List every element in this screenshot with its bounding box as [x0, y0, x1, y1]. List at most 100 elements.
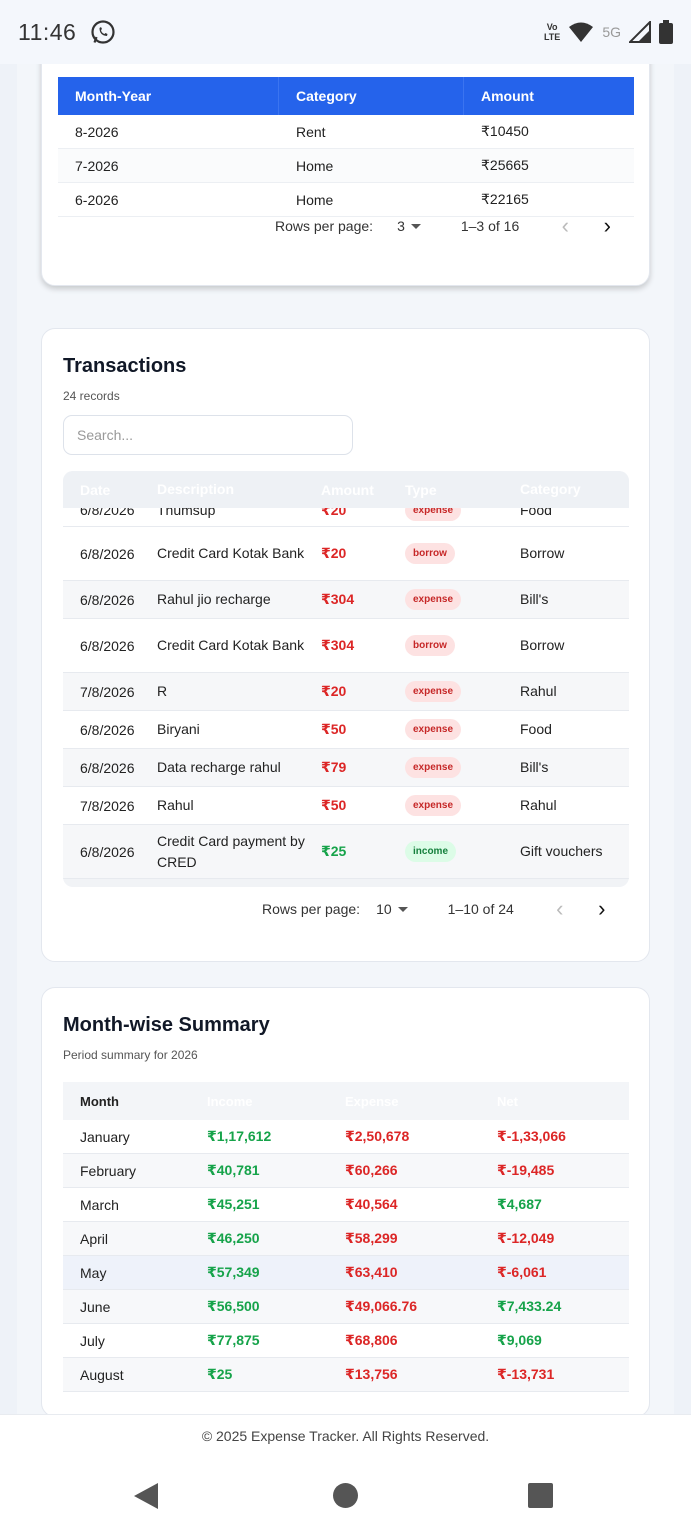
table-row: August ₹25 ₹13,756 ₹-13,731 [63, 1358, 629, 1392]
cell-category: Rahul [520, 683, 557, 699]
transactions-table: Date Description Amount Type Category 6/… [63, 471, 629, 887]
cell-category: Borrow [520, 545, 565, 561]
status-time: 11:46 [18, 18, 77, 45]
transactions-table-body: 6/8/2026 Thumsup ₹20 expense Food 6/8/20… [63, 494, 629, 879]
month-summary-table: Month Income Expense Net January ₹1,17,6… [63, 1082, 629, 1392]
cell-amount: ₹20 [321, 545, 347, 561]
col-amount[interactable]: Amount [481, 88, 534, 104]
prev-page-button[interactable]: ‹ [561, 213, 569, 238]
cell-category: Home [296, 191, 334, 208]
rows-per-page-label: Rows per page: [262, 901, 361, 917]
type-badge: expense [405, 757, 462, 778]
search-input[interactable] [63, 415, 353, 455]
pagination-range: 1–10 of 24 [447, 901, 514, 917]
cell-type: expense [405, 757, 520, 778]
cell-expense: ₹60,266 [345, 1162, 398, 1178]
table-row: 8-2026 Rent ₹10450 [58, 115, 634, 149]
month-summary-card: Month-wise Summary Period summary for 20… [41, 987, 650, 1414]
transactions-title: Transactions [63, 355, 187, 377]
rows-per-page-select[interactable]: 3 [397, 218, 421, 234]
cell-type: expense [405, 589, 520, 610]
col-income[interactable]: Income [207, 1093, 253, 1109]
cell-description: Data recharge rahul [157, 759, 281, 775]
cell-month: July [80, 1332, 105, 1349]
cell-description: Biryani [157, 721, 200, 737]
back-icon[interactable] [134, 1483, 158, 1509]
rows-per-page-select[interactable]: 10 [376, 901, 408, 917]
col-amount[interactable]: Amount [321, 481, 374, 498]
cell-amount: ₹50 [321, 797, 347, 813]
table-row: January ₹1,17,612 ₹2,50,678 ₹-1,33,066 [63, 1120, 629, 1154]
budget-table-header: Month-Year Category Amount [58, 77, 634, 115]
dropdown-caret-icon [397, 906, 408, 912]
cell-net: ₹9,069 [497, 1332, 542, 1348]
type-badge: expense [405, 719, 462, 740]
cell-category: Rent [296, 123, 326, 140]
cell-date: 7/8/2026 [80, 797, 135, 814]
cell-income: ₹57,349 [207, 1264, 260, 1280]
next-page-button[interactable]: › [598, 896, 606, 921]
cell-net: ₹-1,33,066 [497, 1128, 566, 1144]
cell-net: ₹-12,049 [497, 1230, 555, 1246]
status-icons: Vo LTE 5G [544, 20, 673, 44]
cell-type: expense [405, 795, 520, 816]
home-icon[interactable] [333, 1483, 358, 1508]
cell-description: Credit Card Kotak Bank [157, 545, 305, 561]
cell-income: ₹77,875 [207, 1332, 260, 1348]
app-content: Month-Year Category Amount 8-2026 Rent ₹… [17, 64, 674, 1414]
cell-month: August [80, 1366, 124, 1383]
table-row: 7-2026 Home ₹25665 [58, 149, 634, 183]
recent-apps-icon[interactable] [528, 1483, 553, 1508]
transactions-table-header: Date Description Amount Type Category [63, 471, 629, 508]
cell-expense: ₹40,564 [345, 1196, 398, 1212]
cell-description: Credit Card payment by CRED [157, 832, 305, 870]
cell-category: Borrow [520, 637, 565, 653]
cell-date: 6/8/2026 [80, 721, 135, 738]
cell-expense: ₹68,806 [345, 1332, 398, 1348]
cell-net: ₹-19,485 [497, 1162, 555, 1178]
footer: © 2025 Expense Tracker. All Rights Reser… [0, 1414, 691, 1456]
volte-icon: Vo LTE [543, 22, 561, 42]
col-month[interactable]: Month [80, 1093, 119, 1109]
col-description[interactable]: Description [157, 481, 235, 497]
cell-description: Credit Card Kotak Bank [157, 637, 305, 653]
rows-per-page-label: Rows per page: [275, 218, 374, 234]
cell-income: ₹40,781 [207, 1162, 260, 1178]
col-category[interactable]: Category [279, 77, 464, 115]
cell-amount: ₹10450 [481, 123, 529, 139]
col-date[interactable]: Date [80, 481, 111, 498]
table-row: 6-2026 Home ₹22165 [58, 183, 634, 217]
prev-page-button[interactable]: ‹ [556, 896, 564, 921]
cell-type: expense [405, 719, 520, 740]
cell-description: R [157, 683, 168, 699]
cell-amount: ₹22165 [481, 191, 529, 207]
rows-per-page-value: 3 [397, 218, 405, 234]
wifi-icon [569, 22, 594, 42]
cell-date: 6/8/2026 [80, 591, 135, 608]
cell-date: 6/8/2026 [80, 759, 135, 776]
table-row: June ₹56,500 ₹49,066.76 ₹7,433.24 [63, 1290, 629, 1324]
cell-amount: ₹304 [321, 637, 355, 653]
col-month-year[interactable]: Month-Year [58, 77, 279, 115]
cell-expense: ₹49,066.76 [345, 1298, 418, 1314]
cell-date: 6/8/2026 [80, 637, 135, 654]
next-page-button[interactable]: › [603, 213, 611, 238]
cell-amount: ₹25 [321, 843, 347, 859]
type-badge: borrow [405, 543, 455, 564]
android-nav-bar [0, 1456, 691, 1536]
cell-income: ₹25 [207, 1366, 233, 1382]
col-expense[interactable]: Expense [345, 1093, 399, 1109]
table-row: 6/8/2026 Credit Card Kotak Bank ₹20 borr… [63, 527, 629, 581]
col-net[interactable]: Net [497, 1093, 518, 1109]
cell-description: Rahul jio recharge [157, 591, 271, 607]
cell-category: Food [520, 721, 552, 737]
col-type[interactable]: Type [405, 481, 437, 498]
type-badge: borrow [405, 635, 455, 656]
col-category[interactable]: Category [520, 481, 581, 497]
transactions-subtitle: 24 records [63, 389, 120, 403]
cell-income: ₹46,250 [207, 1230, 260, 1246]
type-badge: expense [405, 681, 462, 702]
table-row: 7/8/2026 R ₹20 expense Rahul [63, 673, 629, 711]
table-row: April ₹46,250 ₹58,299 ₹-12,049 [63, 1222, 629, 1256]
cell-type: income [405, 841, 520, 862]
